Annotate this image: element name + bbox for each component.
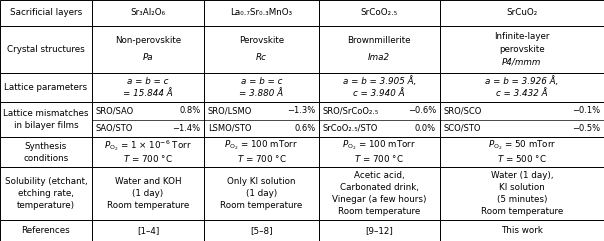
Bar — [440, 102, 604, 137]
Text: [9–12]: [9–12] — [365, 226, 393, 235]
Bar — [440, 137, 604, 167]
Bar — [319, 0, 440, 26]
Bar — [0, 220, 92, 241]
Bar — [0, 102, 92, 137]
Text: $P_{\rm O_2}$ = 100 mTorr: $P_{\rm O_2}$ = 100 mTorr — [225, 139, 298, 152]
Bar — [440, 0, 604, 26]
Text: SRO/SrCoO₂.₅: SRO/SrCoO₂.₅ — [323, 106, 379, 115]
Bar — [92, 73, 204, 102]
Bar — [0, 73, 92, 102]
Text: $T$ = 700 °C: $T$ = 700 °C — [355, 153, 404, 164]
Text: −0.6%: −0.6% — [408, 106, 436, 115]
Text: −0.5%: −0.5% — [572, 124, 600, 133]
Bar — [319, 26, 440, 73]
Text: Lattice parameters: Lattice parameters — [4, 83, 88, 92]
Text: 0.0%: 0.0% — [415, 124, 436, 133]
Bar — [204, 0, 319, 26]
Bar — [204, 220, 319, 241]
Text: Rc: Rc — [256, 53, 267, 62]
Bar — [319, 73, 440, 102]
Text: $T$ = 500 °C: $T$ = 500 °C — [497, 153, 547, 164]
Text: Lattice mismatches
in bilayer films: Lattice mismatches in bilayer films — [3, 109, 89, 130]
Bar — [319, 220, 440, 241]
Bar — [204, 26, 319, 73]
Text: 0.8%: 0.8% — [179, 106, 201, 115]
Text: P4/mmm: P4/mmm — [502, 58, 542, 67]
Text: Brownmillerite: Brownmillerite — [347, 36, 411, 45]
Bar — [319, 102, 440, 137]
Bar — [440, 220, 604, 241]
Text: a = b = c
= 3.880 Å: a = b = c = 3.880 Å — [239, 77, 284, 98]
Text: Perovskite: Perovskite — [239, 36, 284, 45]
Text: perovskite: perovskite — [499, 45, 545, 54]
Text: SRO/LSMO: SRO/LSMO — [208, 106, 252, 115]
Bar — [92, 137, 204, 167]
Bar — [204, 73, 319, 102]
Text: Sr₃Al₂O₆: Sr₃Al₂O₆ — [130, 8, 165, 18]
Bar — [204, 137, 319, 167]
Text: [5–8]: [5–8] — [250, 226, 273, 235]
Text: Synthesis
conditions: Synthesis conditions — [24, 141, 68, 163]
Bar — [319, 167, 440, 220]
Bar — [0, 167, 92, 220]
Text: References: References — [22, 226, 70, 235]
Bar — [0, 0, 92, 26]
Text: $T$ = 700 °C: $T$ = 700 °C — [237, 153, 286, 164]
Text: SAO/STO: SAO/STO — [95, 124, 133, 133]
Text: SrCuO₂: SrCuO₂ — [506, 8, 538, 18]
Text: Solubility (etchant,
etching rate,
temperature): Solubility (etchant, etching rate, tempe… — [5, 177, 87, 210]
Bar — [92, 220, 204, 241]
Text: $T$ = 700 °C: $T$ = 700 °C — [123, 153, 173, 164]
Text: −0.1%: −0.1% — [572, 106, 600, 115]
Text: SRO/SAO: SRO/SAO — [95, 106, 133, 115]
Text: SrCoO₂.₅: SrCoO₂.₅ — [361, 8, 398, 18]
Bar — [204, 167, 319, 220]
Text: −1.3%: −1.3% — [287, 106, 315, 115]
Text: $P_{\rm O_2}$ = 50 mTorr: $P_{\rm O_2}$ = 50 mTorr — [487, 139, 556, 152]
Text: −1.4%: −1.4% — [172, 124, 201, 133]
Text: This work: This work — [501, 226, 543, 235]
Bar — [440, 167, 604, 220]
Text: SrCoO₂.₅/STO: SrCoO₂.₅/STO — [323, 124, 378, 133]
Text: Crystal structures: Crystal structures — [7, 45, 85, 54]
Text: $P_{\rm O_2}$ = 100 mTorr: $P_{\rm O_2}$ = 100 mTorr — [342, 139, 416, 152]
Text: La₀.₇Sr₀.₃MnO₃: La₀.₇Sr₀.₃MnO₃ — [231, 8, 292, 18]
Text: a = b = 3.926 Å,
c = 3.432 Å: a = b = 3.926 Å, c = 3.432 Å — [485, 76, 559, 98]
Text: Ima2: Ima2 — [368, 53, 390, 62]
Bar — [440, 26, 604, 73]
Bar — [0, 26, 92, 73]
Text: Acetic acid,
Carbonated drink,
Vinegar (a few hours)
Room temperature: Acetic acid, Carbonated drink, Vinegar (… — [332, 171, 426, 216]
Bar — [319, 137, 440, 167]
Text: 0.6%: 0.6% — [294, 124, 315, 133]
Bar — [0, 137, 92, 167]
Text: Infinite-layer: Infinite-layer — [494, 32, 550, 41]
Text: Water (1 day),
KI solution
(5 minutes)
Room temperature: Water (1 day), KI solution (5 minutes) R… — [481, 171, 563, 216]
Text: Sacrificial layers: Sacrificial layers — [10, 8, 82, 18]
Bar — [204, 102, 319, 137]
Bar — [92, 0, 204, 26]
Bar — [92, 26, 204, 73]
Text: LSMO/STO: LSMO/STO — [208, 124, 251, 133]
Text: Water and KOH
(1 day)
Room temperature: Water and KOH (1 day) Room temperature — [107, 177, 189, 210]
Text: Only KI solution
(1 day)
Room temperature: Only KI solution (1 day) Room temperatur… — [220, 177, 303, 210]
Text: a = b = 3.905 Å,
c = 3.940 Å: a = b = 3.905 Å, c = 3.940 Å — [342, 76, 416, 98]
Text: a = b = c
= 15.844 Å: a = b = c = 15.844 Å — [123, 77, 173, 98]
Text: Pa: Pa — [143, 53, 153, 62]
Text: SCO/STO: SCO/STO — [443, 124, 481, 133]
Bar — [92, 102, 204, 137]
Text: $P_{\rm O_2}$ = 1 × 10$^{-6}$ Torr: $P_{\rm O_2}$ = 1 × 10$^{-6}$ Torr — [104, 138, 192, 153]
Bar — [440, 73, 604, 102]
Text: Non-perovskite: Non-perovskite — [115, 36, 181, 45]
Bar — [92, 167, 204, 220]
Text: [1–4]: [1–4] — [137, 226, 159, 235]
Text: SRO/SCO: SRO/SCO — [443, 106, 482, 115]
